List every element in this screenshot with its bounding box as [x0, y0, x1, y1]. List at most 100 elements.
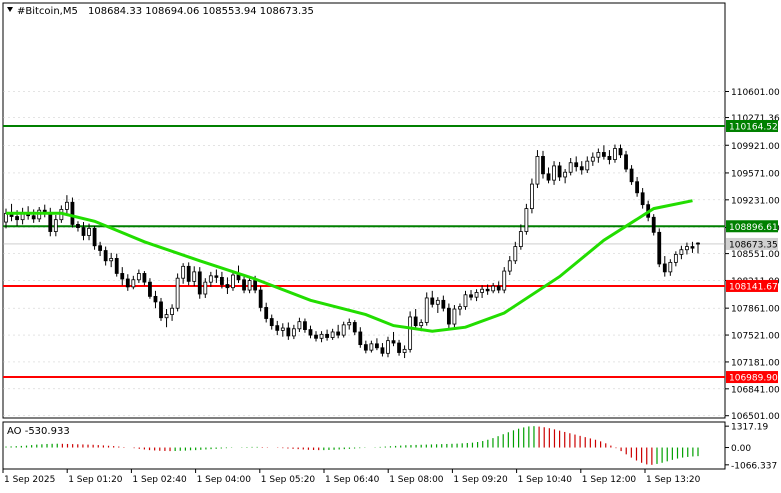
candle: [314, 331, 318, 342]
price-tick-label: 110271.36: [731, 114, 780, 124]
current-price-label: 108673.35: [729, 240, 778, 250]
candle: [358, 327, 363, 348]
candle: [541, 150, 545, 179]
candle: [153, 290, 158, 309]
candle: [402, 345, 407, 359]
candle: [242, 276, 246, 294]
candle: [618, 144, 623, 158]
candle: [341, 321, 346, 338]
ao-tick-label: -1066.337: [731, 461, 777, 471]
candle: [391, 331, 396, 347]
candle: [64, 195, 69, 215]
candle: [535, 150, 540, 189]
candle: [92, 225, 97, 250]
candle: [280, 323, 285, 337]
candle: [325, 329, 329, 341]
price-tick-label: 109571.00: [731, 169, 780, 179]
candle: [413, 309, 418, 329]
ao-tick-label: 0.00: [731, 444, 751, 454]
candle: [225, 277, 230, 295]
candle: [496, 281, 501, 294]
candle: [109, 252, 114, 268]
candle: [408, 311, 413, 353]
price-tick-label: 108551.00: [731, 250, 780, 260]
candle: [530, 178, 534, 214]
moving-average-line: [6, 199, 693, 333]
time-tick-label: 1 Sep 09:20: [453, 475, 508, 485]
candle: [98, 241, 103, 257]
candle: [142, 271, 147, 286]
chart-header: #Bitcoin,M5 108684.33 108694.06 108553.9…: [7, 6, 314, 17]
candle: [175, 273, 180, 312]
candle: [386, 336, 390, 358]
candle: [120, 267, 125, 286]
candle: [352, 320, 357, 336]
candle: [463, 290, 468, 310]
candle: [186, 262, 191, 286]
time-tick-label: 1 Sep 10:40: [518, 475, 573, 485]
candle: [568, 157, 573, 176]
candle: [552, 161, 556, 185]
candle: [319, 331, 324, 343]
time-tick-label: 1 Sep 12:00: [582, 475, 637, 485]
candle: [76, 221, 80, 232]
candle: [148, 278, 152, 299]
candle: [181, 263, 186, 284]
price-level-badges: 110164.52 108896.61 108141.67 106989.90 1086…: [726, 120, 778, 384]
candle: [635, 176, 640, 197]
candle: [192, 266, 197, 287]
time-tick-label: 1 Sep 01:20: [68, 475, 123, 485]
dropdown-triangle-icon[interactable]: [7, 7, 13, 12]
candle: [601, 145, 606, 160]
ao-axis-ticks: 1317.19 0.00 -1066.337: [725, 423, 777, 471]
candle: [125, 274, 130, 291]
candle: [557, 161, 562, 181]
horizontal-levels: [3, 125, 725, 379]
candle: [375, 338, 379, 351]
candle: [291, 324, 296, 340]
candle: [430, 290, 435, 308]
candle: [480, 285, 484, 298]
ao-histogram: [5, 426, 699, 465]
price-tick-label: 109921.00: [731, 142, 780, 152]
candle: [441, 295, 446, 312]
time-tick-label: 1 Sep 13:20: [646, 475, 701, 485]
candle: [131, 275, 136, 290]
level-badge: [726, 279, 778, 292]
candle: [258, 286, 263, 312]
level-badge: [726, 220, 778, 233]
price-tick-label: 110601.00: [731, 88, 780, 98]
candle: [136, 269, 141, 283]
candle: [231, 271, 235, 291]
price-tick-label: 106501.00: [731, 412, 780, 422]
candle: [31, 209, 36, 223]
candle: [164, 309, 169, 328]
candle: [159, 297, 163, 321]
price-panel[interactable]: 110601.00 110271.36 109921.00 109571.00 1092…: [2, 2, 780, 422]
candle: [286, 322, 291, 340]
candle: [103, 246, 108, 266]
candle: [613, 144, 617, 163]
price-tick-label: 106841.00: [731, 385, 780, 395]
candle: [546, 167, 551, 184]
candle: [673, 251, 678, 267]
candle: [308, 325, 313, 339]
candle: [640, 188, 645, 209]
candle: [380, 343, 385, 357]
price-tick-label: 107181.00: [731, 358, 780, 368]
price-tick-label: 107521.00: [731, 332, 780, 342]
candle: [502, 267, 507, 294]
candle: [629, 165, 634, 185]
time-tick-label: 1 Sep 05:20: [261, 475, 316, 485]
candle: [469, 290, 473, 301]
time-tick-label: 1 Sep 06:40: [325, 475, 380, 485]
candle: [70, 197, 75, 228]
current-price-badge: [726, 237, 778, 250]
candle: [247, 276, 252, 294]
candle: [458, 303, 462, 316]
candle: [446, 303, 451, 329]
level-badge: [726, 371, 778, 384]
